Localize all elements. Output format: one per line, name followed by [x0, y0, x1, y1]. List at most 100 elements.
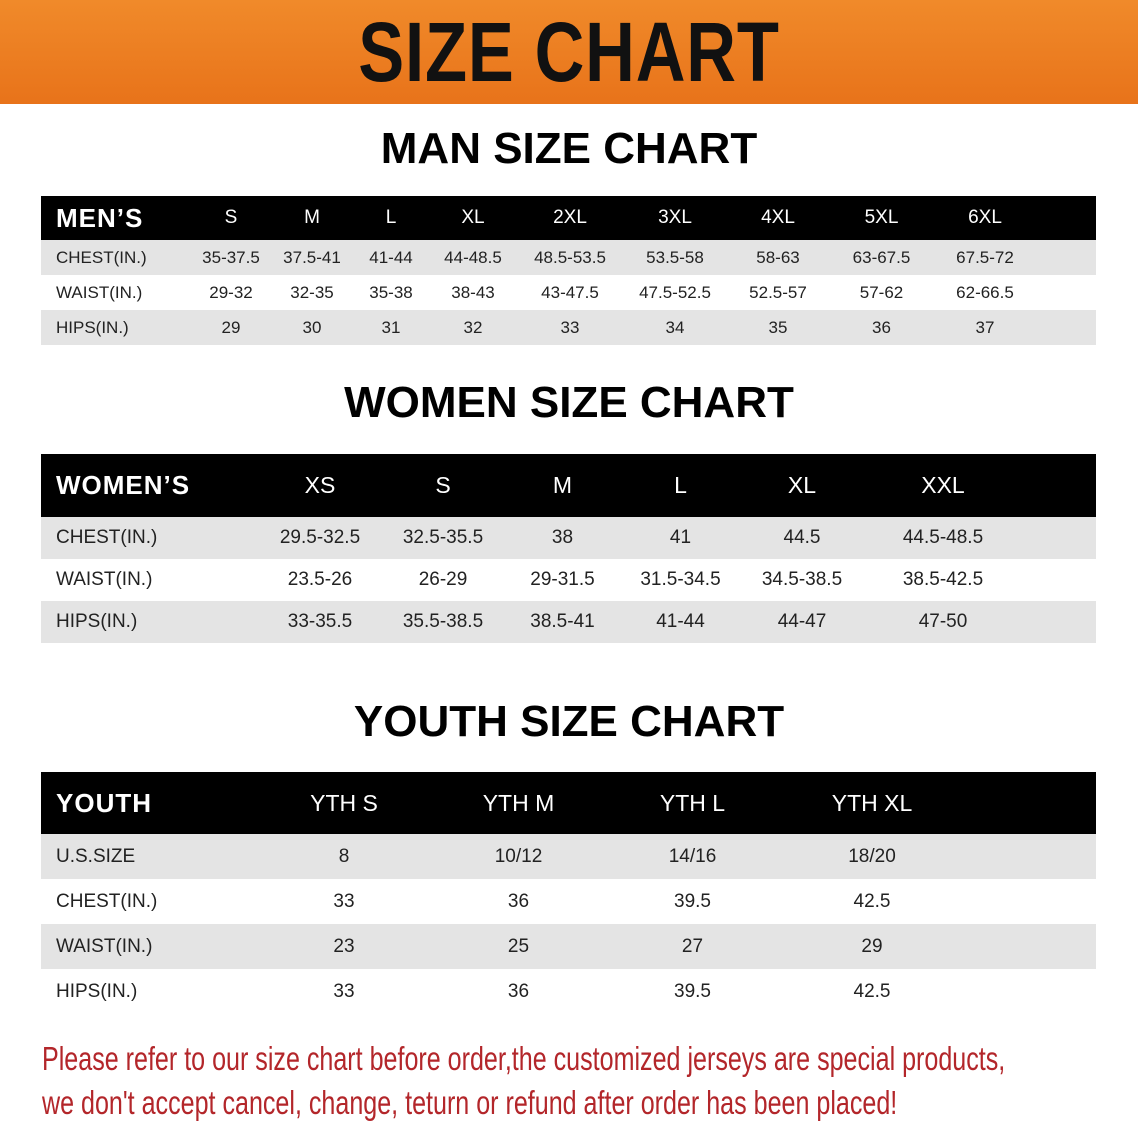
cell: 43-47.5 — [541, 282, 599, 302]
cell: 35 — [768, 317, 788, 337]
cell: 48.5-53.5 — [534, 247, 606, 267]
row-label: WAIST(IN.) — [56, 282, 143, 302]
cell: 33 — [560, 317, 580, 337]
cell: L — [385, 207, 397, 228]
cell: 41 — [669, 527, 692, 548]
cell: 67.5-72 — [956, 247, 1014, 267]
cell: 29 — [221, 317, 241, 337]
cell: 38.5-42.5 — [902, 569, 984, 590]
header-row: WOMEN’S XS S M L XL XXL — [41, 454, 1096, 517]
cell: YTH M — [482, 789, 555, 816]
youth-title: YOUTH SIZE CHART — [353, 697, 785, 746]
youth-size-table: YOUTH YTH S YTH M YTH L YTH XL U.S.SIZE 8 10/12… — [41, 772, 1096, 1014]
table-row: CHEST(IN.) 35-37.5 37.5-41 41-44 44-48.5 48.5… — [41, 240, 1096, 275]
table-row: WAIST(IN.) 23 25 27 29 — [41, 924, 1096, 969]
cell: 6XL — [968, 207, 1002, 228]
cell: 29 — [861, 935, 883, 957]
cell: 29.5-32.5 — [279, 527, 361, 548]
cell: 5XL — [864, 207, 899, 228]
cell: 36 — [872, 317, 891, 337]
row-label: CHEST(IN.) — [56, 247, 147, 267]
cell: 25 — [507, 935, 530, 957]
row-label: WOMEN’S — [56, 470, 191, 500]
cell: 38-43 — [451, 282, 495, 302]
cell: 39.5 — [674, 980, 711, 1002]
row-label: HIPS(IN.) — [56, 980, 138, 1002]
cell: 10/12 — [494, 845, 543, 867]
table-row: U.S.SIZE 8 10/12 14/16 18/20 — [41, 834, 1096, 879]
cell: 34 — [665, 317, 685, 337]
row-label: CHEST(IN.) — [56, 527, 158, 548]
cell: 47-50 — [918, 611, 968, 632]
women-title: WOMEN SIZE CHART — [344, 378, 794, 427]
banner-title: SIZE CHART — [358, 4, 780, 99]
cell: 36 — [507, 890, 530, 912]
cell: 41-44 — [369, 247, 413, 267]
cell: M — [304, 207, 320, 228]
cell: 44-48.5 — [444, 247, 502, 267]
table-row: HIPS(IN.) 33 36 39.5 42.5 — [41, 969, 1096, 1014]
cell: 41-44 — [656, 611, 705, 632]
cell: 32-35 — [290, 282, 334, 302]
table-row: WAIST(IN.) 29-32 32-35 35-38 38-43 43-47.5 47.… — [41, 275, 1096, 310]
cell: 23.5-26 — [287, 569, 353, 590]
row-label: HIPS(IN.) — [56, 317, 129, 337]
cell: 35-37.5 — [202, 247, 260, 267]
banner: SIZE CHART — [0, 0, 1138, 104]
cell: 39.5 — [674, 890, 711, 912]
cell: 33 — [333, 890, 355, 912]
cell: YTH S — [310, 789, 378, 816]
cell: 37.5-41 — [283, 247, 341, 267]
cell: 34.5-38.5 — [761, 569, 843, 590]
row-label: WAIST(IN.) — [56, 569, 153, 590]
row-label: HIPS(IN.) — [56, 611, 138, 632]
cell: XL — [461, 207, 485, 228]
cell: 35-38 — [369, 282, 413, 302]
cell: 33-35.5 — [287, 611, 353, 632]
cell: 36 — [507, 980, 530, 1002]
cell: L — [674, 472, 687, 498]
cell: 33 — [333, 980, 355, 1002]
cell: 4XL — [761, 207, 795, 228]
table-row: CHEST(IN.) 33 36 39.5 42.5 — [41, 879, 1096, 924]
cell: 29-31.5 — [530, 569, 595, 590]
cell: 2XL — [553, 207, 587, 228]
cell: 42.5 — [853, 980, 891, 1002]
cell: 58-63 — [756, 247, 800, 267]
cell: M — [552, 472, 573, 498]
notice-line-2: we don't accept cancel, change, teturn o… — [42, 1084, 898, 1121]
men-title: MAN SIZE CHART — [380, 124, 758, 173]
cell: 63-67.5 — [852, 247, 911, 267]
cell: 31 — [381, 317, 401, 337]
row-label: MEN’S — [56, 202, 144, 233]
cell: 30 — [302, 317, 322, 337]
cell: 53.5-58 — [646, 247, 704, 267]
table-row: HIPS(IN.) 33-35.5 35.5-38.5 38.5-41 41-44 44-… — [41, 601, 1096, 643]
cell: 18/20 — [848, 845, 896, 867]
cell: 38 — [551, 527, 574, 548]
cell: 42.5 — [853, 890, 891, 912]
table-row: HIPS(IN.) 29 30 31 32 33 34 35 36 37 — [41, 310, 1096, 345]
cell: 23 — [333, 935, 355, 957]
women-size-table: WOMEN’S XS S M L XL XXL CHEST(IN.) 29.5-32.5 32.5… — [41, 454, 1096, 643]
cell: 8 — [338, 845, 350, 867]
cell: 52.5-57 — [749, 282, 807, 302]
notice-line-1: Please refer to our size chart before or… — [42, 1040, 1006, 1077]
cell: 35.5-38.5 — [402, 611, 484, 632]
cell: 62-66.5 — [956, 282, 1014, 302]
table-row: CHEST(IN.) 29.5-32.5 32.5-35.5 38 41 44.5 44.5… — [41, 517, 1096, 559]
cell: XXL — [921, 472, 965, 498]
row-label: CHEST(IN.) — [56, 890, 158, 912]
cell: 31.5-34.5 — [640, 569, 721, 590]
cell: 14/16 — [668, 845, 717, 867]
cell: 27 — [681, 935, 704, 957]
table-row: WAIST(IN.) 23.5-26 26-29 29-31.5 31.5-34.5 34… — [41, 559, 1096, 601]
cell: 57-62 — [859, 282, 904, 302]
cell: 26-29 — [418, 569, 468, 590]
cell: 3XL — [658, 207, 692, 228]
row-label: U.S.SIZE — [56, 845, 136, 867]
cell: S — [224, 207, 238, 228]
cell: XS — [304, 472, 336, 498]
cell: 37 — [975, 317, 995, 337]
cell: 38.5-41 — [530, 611, 595, 632]
